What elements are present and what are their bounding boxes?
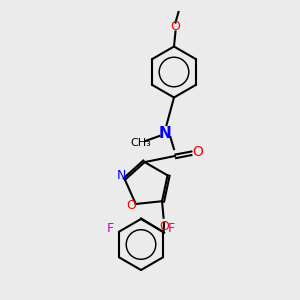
Text: F: F bbox=[107, 222, 114, 235]
Text: N: N bbox=[117, 169, 126, 182]
Text: O: O bbox=[192, 145, 203, 158]
Text: O: O bbox=[126, 199, 136, 212]
Text: CH₃: CH₃ bbox=[130, 138, 151, 148]
Text: O: O bbox=[171, 20, 180, 34]
Text: N: N bbox=[159, 126, 171, 141]
Text: O: O bbox=[159, 220, 169, 233]
Text: F: F bbox=[168, 222, 175, 235]
